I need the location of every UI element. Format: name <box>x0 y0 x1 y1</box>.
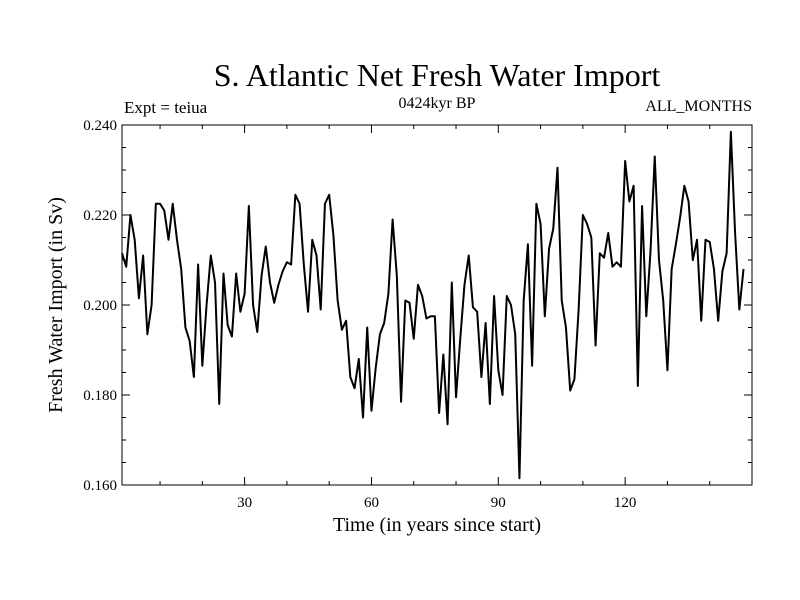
x-tick-label: 60 <box>364 495 379 511</box>
x-tick-label: 30 <box>237 495 252 511</box>
y-tick-label: 0.200 <box>83 298 117 314</box>
y-tick-label: 0.160 <box>83 478 117 494</box>
x-axis: 30 60 90 120 <box>159 125 711 511</box>
x-tick-label: 120 <box>614 495 637 511</box>
chart-subtitle: 0424kyr BP <box>399 95 476 112</box>
chart-title: S. Atlantic Net Fresh Water Import <box>214 57 661 93</box>
y-axis: 0.160 0.180 0.200 0.220 0.240 <box>83 118 752 494</box>
experiment-label: Expt = teiua <box>124 98 208 117</box>
plot-area <box>121 130 745 480</box>
y-tick-label: 0.220 <box>83 208 117 224</box>
y-tick-label: 0.240 <box>83 118 117 134</box>
y-axis-label: Fresh Water Import (in Sv) <box>45 197 67 413</box>
x-axis-label: Time (in years since start) <box>333 514 541 536</box>
x-tick-label: 90 <box>491 495 506 511</box>
series-line-0 <box>121 130 745 480</box>
months-label: ALL_MONTHS <box>645 98 752 115</box>
y-tick-label: 0.180 <box>83 388 117 404</box>
